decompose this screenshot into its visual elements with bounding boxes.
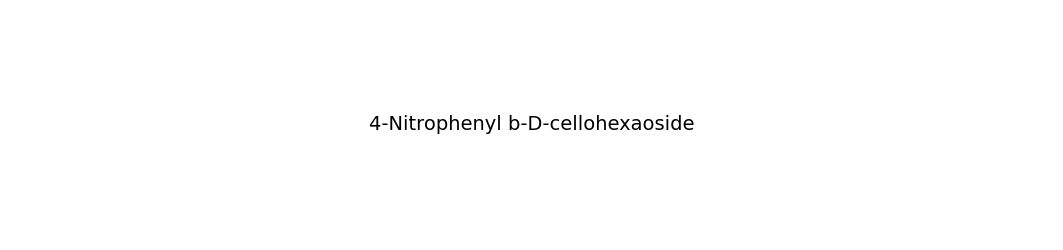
Text: 4-Nitrophenyl b-D-cellohexaoside: 4-Nitrophenyl b-D-cellohexaoside: [369, 116, 694, 134]
